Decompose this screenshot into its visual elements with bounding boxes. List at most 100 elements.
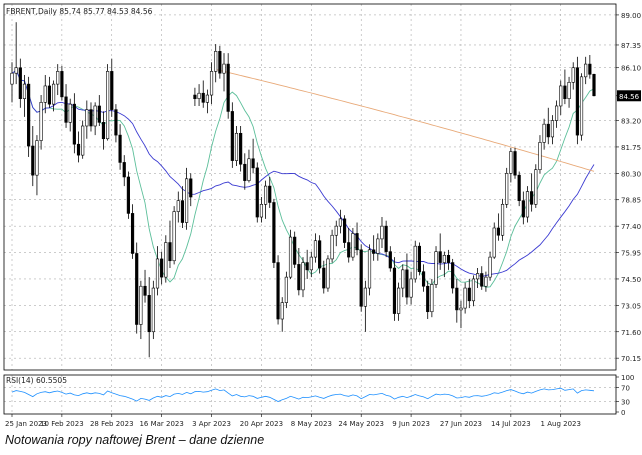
candle xyxy=(413,240,417,283)
candle-up xyxy=(484,276,488,287)
candle xyxy=(176,191,180,223)
candle xyxy=(318,235,322,274)
candle-down xyxy=(230,111,234,161)
candle-down xyxy=(405,269,409,298)
candle-down xyxy=(97,105,101,123)
candle xyxy=(442,251,446,278)
candle-down xyxy=(64,96,68,123)
candle-up xyxy=(301,262,305,291)
candle xyxy=(326,255,330,292)
candle-up xyxy=(222,63,226,74)
candle xyxy=(388,246,392,272)
candle xyxy=(322,260,326,294)
candle xyxy=(214,44,218,83)
candle-down xyxy=(575,67,579,136)
candle xyxy=(459,300,463,329)
candle-up xyxy=(442,254,446,263)
candle-up xyxy=(280,302,284,320)
candle xyxy=(160,251,164,285)
candle-up xyxy=(376,238,380,254)
candle xyxy=(509,147,513,183)
candle xyxy=(592,73,596,97)
candle xyxy=(143,269,147,303)
candle-up xyxy=(542,123,546,143)
candle xyxy=(488,251,492,281)
candle-down xyxy=(496,227,500,236)
candle xyxy=(309,251,313,278)
y-tick-label: 78.85 xyxy=(621,197,641,205)
candle xyxy=(76,131,81,163)
candle xyxy=(392,257,397,321)
candle xyxy=(268,176,272,208)
candle-up xyxy=(463,287,467,309)
candle xyxy=(367,244,372,296)
candle-up xyxy=(571,67,575,83)
candle xyxy=(297,248,301,296)
candle-down xyxy=(517,174,521,201)
chart-title: FBRENT,Daily 85.74 85.77 84.53 84.56 xyxy=(6,7,153,16)
candle xyxy=(301,257,305,298)
x-tick-label: 24 May 2023 xyxy=(338,420,384,428)
candle xyxy=(438,233,442,270)
candle xyxy=(64,84,68,128)
candle-up xyxy=(525,191,530,218)
candle xyxy=(27,76,31,157)
candle xyxy=(492,222,496,259)
candle-up xyxy=(259,203,264,218)
candle xyxy=(110,58,114,117)
candle-up xyxy=(247,158,251,181)
candle xyxy=(139,280,143,340)
candle-up xyxy=(471,278,476,302)
candle xyxy=(226,53,230,119)
current-price-box xyxy=(617,90,641,102)
candle-down xyxy=(89,109,93,127)
candle xyxy=(97,95,101,126)
candle-up xyxy=(172,211,176,262)
candle xyxy=(330,229,334,263)
candle xyxy=(39,95,43,150)
candle-down xyxy=(60,71,64,98)
candle-down xyxy=(114,109,118,136)
candle xyxy=(455,278,459,323)
candle xyxy=(372,235,376,261)
candle xyxy=(563,69,567,105)
candle xyxy=(430,278,434,318)
candle-down xyxy=(189,178,193,198)
candle-down xyxy=(355,233,359,251)
x-tick-label: 25 Jan 2023 xyxy=(5,420,47,428)
candle xyxy=(172,206,176,265)
candle-up xyxy=(554,105,559,121)
x-tick-label: 16 Mar 2023 xyxy=(139,420,183,428)
candle-down xyxy=(251,158,255,169)
candle-down xyxy=(322,267,326,289)
candle-down xyxy=(126,176,130,214)
candle xyxy=(234,126,239,167)
candle xyxy=(530,173,534,212)
candle-down xyxy=(143,285,147,296)
y-tick-label: 70.15 xyxy=(621,355,641,363)
candle xyxy=(467,278,471,309)
candle-down xyxy=(72,103,76,145)
rsi-y-tick-label: 100 xyxy=(621,374,634,382)
y-tick-label: 87.35 xyxy=(621,42,641,50)
candle-down xyxy=(101,122,106,140)
candle xyxy=(401,264,405,298)
candle xyxy=(434,246,438,289)
candle-down xyxy=(118,134,122,163)
candle xyxy=(421,264,426,292)
candle-up xyxy=(155,258,160,289)
candle xyxy=(534,164,538,208)
candle xyxy=(313,233,318,263)
candle-up xyxy=(164,242,168,278)
candle-up xyxy=(22,83,27,99)
candle-down xyxy=(218,51,222,74)
candle xyxy=(284,271,288,309)
candle-down xyxy=(521,200,525,218)
candle-up xyxy=(538,142,542,171)
candle xyxy=(384,220,388,258)
candle-up xyxy=(39,102,43,141)
candle-up xyxy=(367,249,372,289)
candle-down xyxy=(426,285,430,313)
candle xyxy=(51,80,56,112)
rsi-line xyxy=(11,387,595,402)
